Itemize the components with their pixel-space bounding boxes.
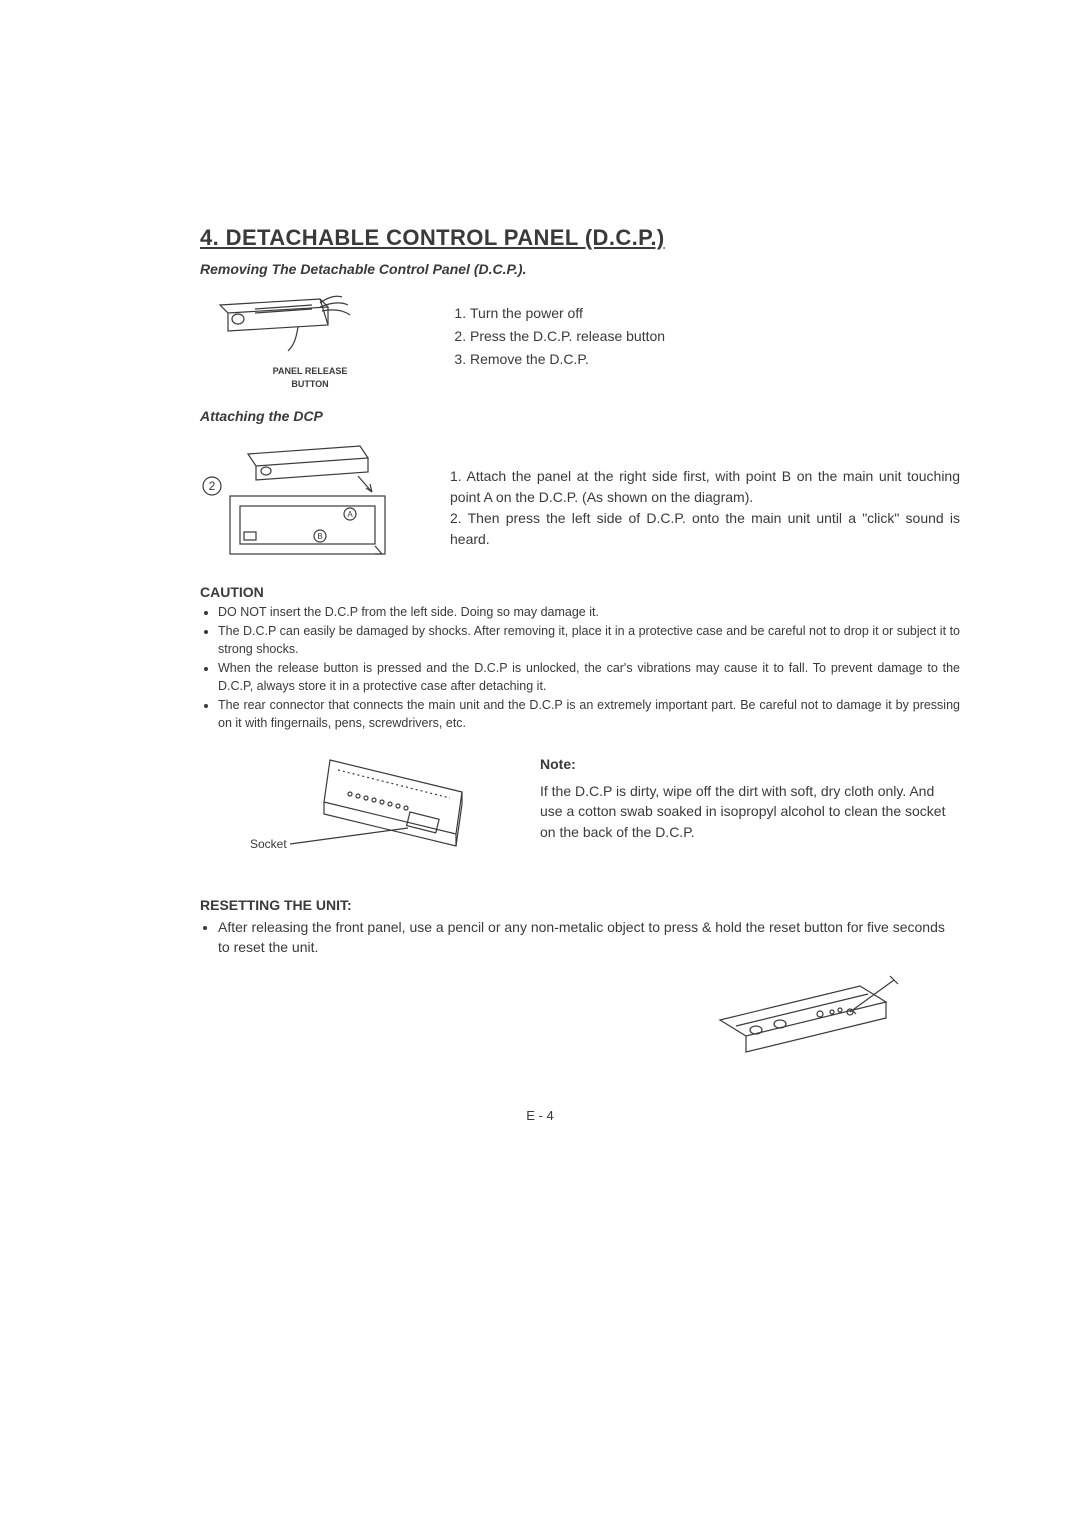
reset-diagram xyxy=(200,972,960,1072)
socket-diagram: Socket xyxy=(200,754,510,869)
svg-text:A: A xyxy=(347,510,353,519)
caution-item-1: DO NOT insert the D.C.P from the left si… xyxy=(218,604,960,622)
attaching-section: A B 2 1. Attach the panel at the right s… xyxy=(200,436,960,566)
manual-page: 4. DETACHABLE CONTROL PANEL (D.C.P.) Rem… xyxy=(0,0,1080,1527)
removing-steps: Turn the power off Press the D.C.P. rele… xyxy=(450,289,960,390)
note-section: Socket Note: If the D.C.P is dirty, wipe… xyxy=(200,754,960,869)
attaching-diagram: A B 2 xyxy=(200,436,420,566)
svg-text:2: 2 xyxy=(209,479,216,493)
caution-item-4: The rear connector that connects the mai… xyxy=(218,697,960,732)
reset-item: After releasing the front panel, use a p… xyxy=(218,917,960,958)
reset-list: After releasing the front panel, use a p… xyxy=(200,917,960,958)
removing-step-2: Press the D.C.P. release button xyxy=(470,326,960,347)
note-text: If the D.C.P is dirty, wipe off the dirt… xyxy=(540,781,960,842)
panel-release-label-2: BUTTON xyxy=(200,379,420,390)
note-heading: Note: xyxy=(540,754,960,775)
attaching-text-2: 2. Then press the left side of D.C.P. on… xyxy=(450,508,960,550)
attaching-text: 1. Attach the panel at the right side fi… xyxy=(450,436,960,566)
removing-step-1: Turn the power off xyxy=(470,303,960,324)
caution-list: DO NOT insert the D.C.P from the left si… xyxy=(200,604,960,733)
svg-text:B: B xyxy=(317,532,322,541)
attaching-heading: Attaching the DCP xyxy=(200,408,960,424)
reset-heading: RESETTING THE UNIT: xyxy=(200,897,960,913)
removing-diagram: PANEL RELEASE BUTTON xyxy=(200,289,420,390)
caution-item-3: When the release button is pressed and t… xyxy=(218,660,960,695)
removing-heading: Removing The Detachable Control Panel (D… xyxy=(200,261,960,277)
caution-heading: CAUTION xyxy=(200,584,960,600)
panel-release-label-1: PANEL RELEASE xyxy=(200,366,420,377)
caution-item-2: The D.C.P can easily be damaged by shock… xyxy=(218,623,960,658)
attaching-text-1: 1. Attach the panel at the right side fi… xyxy=(450,466,960,508)
removing-step-3: Remove the D.C.P. xyxy=(470,349,960,370)
svg-text:Socket: Socket xyxy=(250,837,287,851)
page-number: E - 4 xyxy=(0,1108,1080,1123)
page-title: 4. DETACHABLE CONTROL PANEL (D.C.P.) xyxy=(200,225,960,251)
removing-section: PANEL RELEASE BUTTON Turn the power off … xyxy=(200,289,960,390)
note-block: Note: If the D.C.P is dirty, wipe off th… xyxy=(540,754,960,869)
